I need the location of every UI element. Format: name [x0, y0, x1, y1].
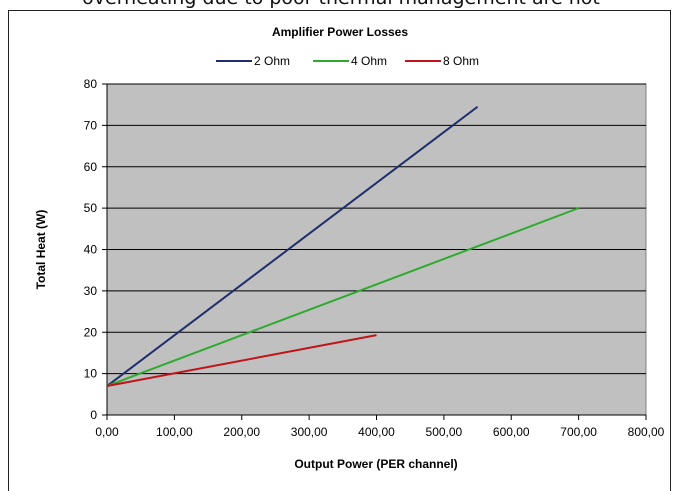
x-tick-label-8: 800,00 [628, 425, 665, 439]
legend: 2 Ohm 4 Ohm 8 Ohm [216, 54, 479, 68]
legend-label-2: 8 Ohm [443, 54, 479, 68]
grid-lines [107, 83, 646, 375]
series-line-2 [106, 334, 377, 388]
axes [102, 83, 647, 420]
x-tick-label-3: 300,00 [291, 425, 328, 439]
y-tick-label-8: 80 [84, 77, 98, 91]
y-tick-label-6: 60 [84, 160, 98, 174]
x-tick-label-2: 200,00 [223, 425, 260, 439]
series-lines [106, 105, 579, 388]
series-line-1 [106, 207, 579, 387]
legend-label-1: 4 Ohm [351, 54, 387, 68]
x-tick-label-0: 0,00 [95, 425, 119, 439]
x-tick-label-7: 700,00 [560, 425, 597, 439]
series-line-0 [106, 105, 479, 387]
y-tick-label-7: 70 [84, 118, 98, 132]
y-tick-label-0: 0 [90, 408, 97, 422]
y-tick-label-2: 20 [84, 325, 98, 339]
x-tick-label-1: 100,00 [156, 425, 193, 439]
y-tick-label-4: 40 [84, 243, 98, 257]
page-top-text: overheating due to poor thermal manageme… [0, 0, 682, 9]
x-tick-label-6: 600,00 [493, 425, 530, 439]
y-tick-label-1: 10 [84, 367, 98, 381]
chart-title: Amplifier Power Losses [272, 25, 408, 39]
y-tick-label-5: 50 [84, 201, 98, 215]
y-axis-title: Total Heat (W) [34, 210, 48, 290]
y-tick-label-3: 30 [84, 284, 98, 298]
legend-label-0: 2 Ohm [254, 54, 290, 68]
x-tick-label-4: 400,00 [358, 425, 395, 439]
x-axis-title: Output Power (PER channel) [294, 457, 457, 471]
x-tick-label-5: 500,00 [426, 425, 463, 439]
